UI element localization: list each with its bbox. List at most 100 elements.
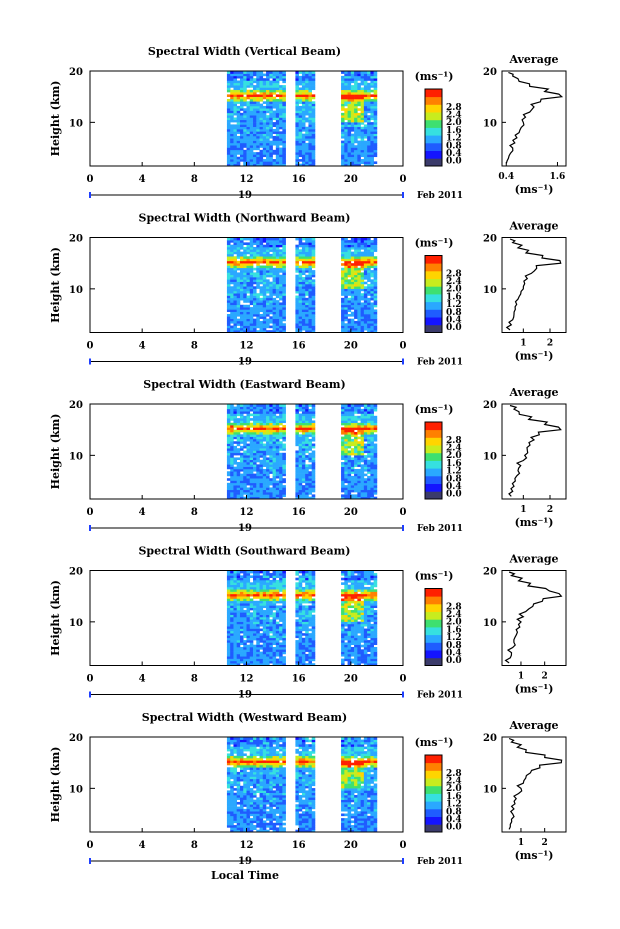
heatmap-cell — [311, 251, 316, 255]
heatmap-cell — [249, 124, 254, 128]
heatmap-cell — [266, 649, 270, 652]
heatmap-cell — [226, 119, 231, 123]
heatmap-cell — [230, 635, 234, 639]
heatmap-cell — [243, 309, 247, 313]
heatmap-cell — [308, 413, 313, 417]
heatmap-cell — [373, 487, 378, 491]
heatmap-cell — [269, 286, 273, 289]
heatmap-cell — [275, 163, 280, 167]
heatmap-cell — [311, 427, 316, 430]
heatmap-cell — [262, 468, 267, 472]
heatmap-cell — [282, 101, 286, 104]
heatmap-cell — [233, 140, 238, 144]
heatmap-cell — [275, 258, 280, 262]
heatmap-cell — [341, 78, 345, 81]
heatmap-cell — [253, 616, 257, 620]
heatmap-cell — [230, 427, 234, 430]
heatmap-cell — [236, 272, 241, 276]
heatmap-cell — [259, 418, 264, 421]
heatmap-cell — [253, 297, 257, 301]
heatmap-cell — [295, 75, 299, 79]
heatmap-cell — [230, 309, 234, 313]
heatmap-cell — [249, 92, 254, 95]
heatmap-cell — [275, 616, 280, 620]
heatmap-cell — [266, 598, 270, 602]
heatmap-cell — [279, 616, 283, 620]
heatmap-cell — [347, 122, 352, 125]
heatmap-cell — [243, 616, 247, 620]
heatmap-cell — [354, 293, 358, 296]
heatmap-cell — [370, 249, 374, 252]
heatmap-cell — [266, 138, 270, 141]
heatmap-cell — [249, 290, 254, 294]
heatmap-cell — [239, 482, 244, 486]
heatmap-cell — [262, 240, 267, 243]
heatmap-cell — [311, 293, 316, 296]
colorbar-segment — [425, 437, 442, 446]
heatmap-cell — [239, 630, 244, 634]
heatmap-cell — [344, 297, 348, 301]
heatmap-cell — [246, 101, 251, 104]
heatmap-cell — [249, 147, 254, 151]
heatmap-cell — [363, 327, 368, 331]
heatmap-cell — [357, 126, 361, 130]
heatmap-cell — [226, 445, 231, 449]
heatmap-cell — [370, 103, 374, 107]
heatmap-cell — [298, 647, 303, 650]
heatmap-cell — [282, 96, 286, 100]
heatmap-cell — [344, 330, 348, 333]
heatmap-cell — [360, 429, 365, 433]
heatmap-cell — [301, 307, 306, 310]
heatmap-cell — [354, 404, 358, 407]
heatmap-cell — [269, 443, 273, 447]
heatmap-cell — [282, 431, 286, 435]
heatmap-cell — [266, 658, 270, 662]
heatmap-cell — [269, 237, 273, 241]
heatmap-cell — [298, 87, 303, 91]
heatmap-cell — [236, 253, 241, 257]
heatmap-cell — [266, 496, 270, 500]
heatmap-cell — [226, 452, 231, 456]
heatmap-cell — [262, 131, 267, 134]
heatmap-cell — [360, 263, 365, 266]
heatmap-cell — [363, 281, 368, 285]
heatmap-cell — [295, 415, 299, 419]
heatmap-cell — [341, 290, 345, 294]
heatmap-cell — [363, 82, 368, 86]
panels-group: Spectral Width (Vertical Beam)2010Height… — [49, 45, 567, 867]
heatmap-cell — [282, 619, 286, 622]
heatmap-cell — [350, 110, 355, 114]
heatmap-cell — [282, 279, 286, 282]
heatmap-cell — [295, 304, 299, 308]
heatmap-cell — [311, 462, 316, 465]
heatmap-cell — [275, 420, 280, 424]
heatmap-cell — [282, 295, 286, 299]
heatmap-cell — [246, 330, 251, 333]
heatmap-cell — [246, 443, 251, 447]
heatmap-cell — [305, 473, 309, 477]
heatmap-cell — [243, 126, 247, 130]
heatmap-cell — [262, 614, 267, 618]
heatmap-cell — [295, 589, 299, 592]
heatmap-cell — [266, 443, 270, 447]
heatmap-cell — [239, 496, 244, 500]
heatmap-cell — [370, 242, 374, 245]
heatmap-cell — [311, 272, 316, 276]
heatmap-cell — [350, 149, 355, 153]
heatmap-cell — [350, 494, 355, 497]
heatmap-cell — [266, 637, 270, 641]
heatmap-cell — [246, 71, 251, 74]
heatmap-cell — [262, 92, 267, 95]
heatmap-cell — [246, 119, 251, 123]
heatmap-cell — [230, 103, 234, 107]
heatmap-cell — [279, 610, 283, 613]
heatmap-cell — [253, 623, 257, 627]
heatmap-cell — [269, 628, 273, 632]
heatmap-cell — [305, 256, 309, 259]
heatmap-cell — [344, 85, 348, 88]
heatmap-cell — [246, 314, 251, 317]
heatmap-cell — [256, 258, 260, 262]
heatmap-cell — [246, 418, 251, 421]
heatmap-cell — [253, 161, 257, 164]
heatmap-cell — [236, 318, 241, 322]
